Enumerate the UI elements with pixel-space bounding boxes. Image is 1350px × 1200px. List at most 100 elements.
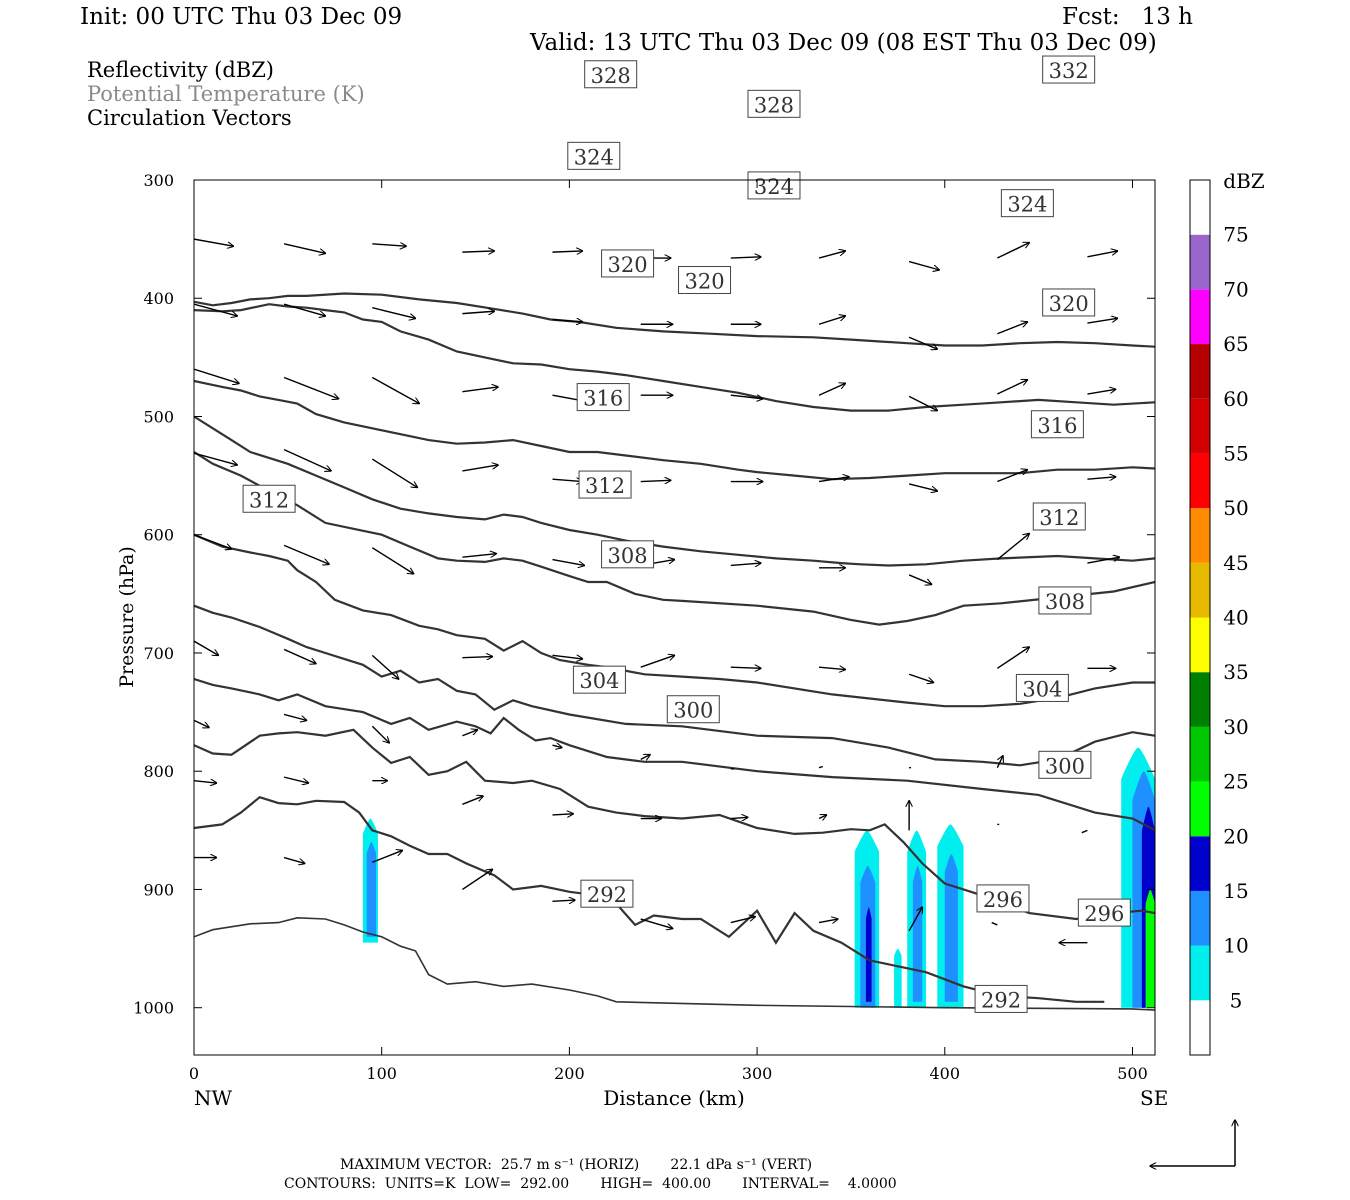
- reflectivity-cell: [894, 948, 902, 1008]
- circulation-vector: [462, 869, 492, 891]
- theta-contour-label: 320: [1042, 288, 1096, 317]
- circulation-vector: [194, 452, 237, 465]
- reference-vector: [1150, 1120, 1235, 1166]
- circulation-vector: [997, 470, 1027, 483]
- circulation-vector: [372, 244, 406, 246]
- theta-contour-label-text: 300: [673, 699, 713, 723]
- theta-contour-label-box: [747, 171, 801, 200]
- theta-contour-label: 312: [578, 470, 632, 499]
- circulation-vector: [194, 303, 237, 316]
- circulation-vector: [908, 336, 937, 349]
- reflectivity-cell: [944, 853, 958, 1002]
- circulation-vector: [997, 380, 1027, 395]
- circulation-vector: [462, 311, 494, 313]
- variable-theta-label: Potential Temperature (K): [87, 82, 365, 106]
- circulation-vector: [371, 547, 413, 574]
- circulation-vector: [818, 667, 845, 669]
- axes: 300 400 500 600 700 800 900 1000 0 100 200 300 400 50…: [133, 171, 1155, 1083]
- colorbar-frame: [1189, 179, 1211, 1056]
- valid-time-label: Valid: 13 UTC Thu 03 Dec 09 (08 EST Thu …: [530, 30, 1157, 56]
- theta-contour-label: 324: [567, 141, 621, 170]
- theta-contour-label-text: 320: [1049, 292, 1089, 316]
- circulation-vector: [372, 307, 415, 319]
- circulation-vector: [1087, 477, 1115, 479]
- colorbar-tick-label: 55: [1223, 441, 1248, 465]
- circulation-vector: [1087, 318, 1117, 324]
- theta-contour-328: [194, 303, 1155, 412]
- theta-contour-label-text: 308: [1045, 590, 1085, 614]
- colorbar-bin: [1190, 453, 1210, 509]
- colorbar-bin: [1190, 562, 1210, 618]
- circulation-vector: [194, 640, 218, 655]
- x-tick-label: 500: [1117, 1064, 1148, 1083]
- colorbar-tick-label: 25: [1223, 770, 1248, 794]
- circulation-vector: [640, 655, 675, 668]
- theta-contour-label-box: [1030, 410, 1084, 439]
- theta-contour-label-text: 328: [754, 93, 794, 117]
- colorbar-tick-label: 15: [1223, 879, 1248, 903]
- circulation-vector: [730, 563, 761, 565]
- theta-contour-320: [194, 415, 1155, 567]
- theta-contour-label: 304: [1015, 673, 1069, 702]
- circulation-vector: [462, 465, 498, 472]
- colorbar-tick-label: 35: [1223, 660, 1248, 684]
- x-tick-label: 0: [189, 1064, 199, 1083]
- x-tick-label: 400: [930, 1064, 961, 1083]
- colorbar-bin: [1190, 508, 1210, 563]
- circulation-vector: [552, 654, 582, 659]
- theta-contour-label-box: [1077, 898, 1131, 927]
- theta-contour-label-box: [584, 60, 638, 89]
- theta-contour-label: 312: [242, 484, 296, 513]
- circulation-vector: [552, 479, 582, 481]
- circulation-vector: [908, 260, 939, 270]
- theta-contour-label-box: [578, 470, 632, 499]
- theta-contour-label-box: [1042, 55, 1096, 84]
- theta-contour-312: [194, 533, 1155, 708]
- theta-contour-label: 292: [974, 984, 1028, 1013]
- circulation-vector: [640, 918, 673, 928]
- circulation-vector: [640, 755, 650, 760]
- y-tick-label: 1000: [133, 999, 174, 1018]
- theta-contour-label-text: 320: [608, 253, 648, 277]
- theta-contour-label: 308: [1038, 586, 1092, 615]
- circulation-vector: [552, 814, 573, 815]
- circulation-vector: [997, 243, 1029, 259]
- y-tick-label: 300: [143, 171, 174, 190]
- theta-contour-label-box: [1038, 750, 1092, 779]
- colorbar-tick-label: 20: [1223, 824, 1248, 848]
- circulation-vector: [1087, 251, 1117, 258]
- circulation-vector: [1087, 389, 1115, 395]
- theta-contour-label-box: [678, 266, 732, 295]
- y-tick-label: 900: [143, 880, 174, 899]
- theta-contour-label-box: [1038, 586, 1092, 615]
- circulation-vector: [818, 919, 838, 923]
- theta-contour-label-box: [747, 89, 801, 118]
- circulation-vector: [552, 745, 561, 747]
- colorbar-tick-label: 5: [1230, 988, 1243, 1012]
- circulation-vector: [818, 316, 845, 325]
- circulation-vector: [1087, 557, 1119, 564]
- theta-contour-label: 320: [678, 266, 732, 295]
- theta-contour-label: 320: [601, 249, 655, 278]
- circulation-vector: [283, 856, 305, 864]
- theta-contour-label-box: [601, 540, 655, 569]
- theta-contour-label: 332: [1042, 55, 1096, 84]
- theta-contour-300: [194, 728, 1155, 921]
- reflectivity-layer: [362, 747, 1155, 1008]
- colorbar-bin: [1190, 672, 1210, 727]
- contour-label-layer: 292 292 296 296 300 300 304 304 308 308 312 312 312 3…: [242, 55, 1131, 1013]
- x-tick-label: 100: [366, 1064, 397, 1083]
- x-tick-label: 300: [742, 1064, 773, 1083]
- circulation-vector: [283, 303, 325, 316]
- circulation-vector: [194, 719, 209, 727]
- x-axis-label: Distance (km): [603, 1086, 745, 1110]
- theta-contour-label-box: [974, 984, 1028, 1013]
- circulation-vector: [552, 251, 582, 252]
- circulation-vector: [1081, 829, 1088, 834]
- colorbar-tick-label: 70: [1223, 277, 1248, 301]
- theta-contour-label-text: 292: [587, 883, 627, 907]
- circulation-vector: [462, 251, 494, 252]
- colorbar-bin: [1190, 234, 1210, 290]
- x-axis-right-end-label: SE: [1140, 1086, 1168, 1110]
